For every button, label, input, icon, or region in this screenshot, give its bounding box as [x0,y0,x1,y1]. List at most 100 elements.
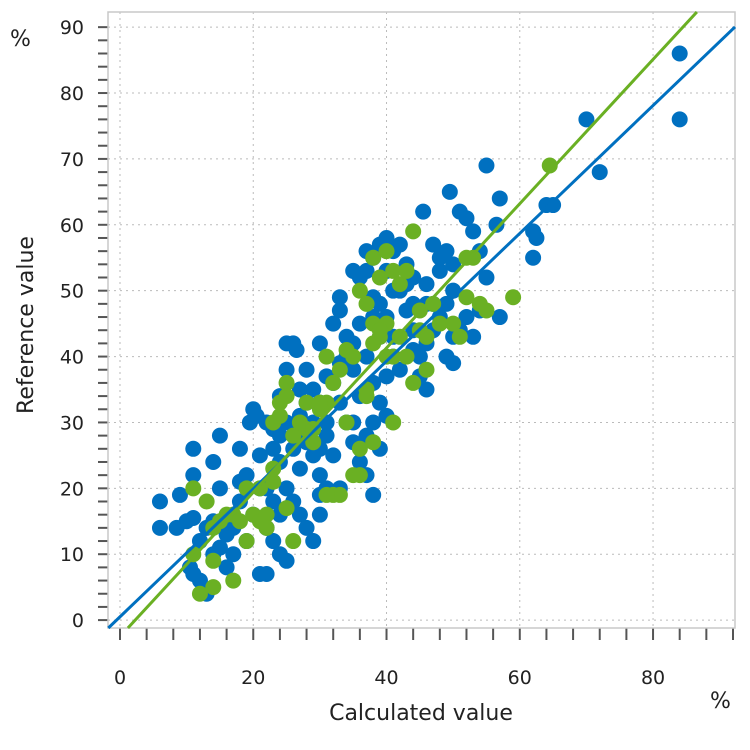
green-data-point [391,328,408,345]
tick-labels: 0 20 40 60 80 0 10 20 30 40 50 60 70 80 90 [60,17,665,689]
green-data-point [405,374,422,391]
blue-data-point [325,315,342,332]
x-tick-label: 80 [641,667,665,689]
y-tick-label: 20 [60,478,84,500]
x-axis-title: Calculated value [329,701,513,726]
blue-data-point [151,493,168,510]
green-data-point [478,302,495,319]
blue-data-point [305,381,322,398]
green-data-point [331,361,348,378]
green-data-point [231,513,248,530]
green-data-point [225,572,242,589]
blue-data-point [251,565,268,582]
blue-data-point [185,467,202,484]
green-data-point [385,262,402,279]
blue-data-point [425,236,442,253]
blue-data-point [365,414,382,431]
blue-data-point [278,480,295,497]
green-data-point [351,440,368,457]
blue-data-point [445,256,462,273]
green-data-point [385,414,402,431]
blue-data-point [391,236,408,253]
green-fit-line [126,10,698,630]
blue-data-point [311,335,328,352]
blue-data-point [318,427,335,444]
green-data-point [345,348,362,365]
green-data-point [265,473,282,490]
blue-data-point [445,355,462,372]
green-data-point [271,407,288,424]
blue-data-point [331,289,348,306]
axis-ticks [98,26,735,640]
green-data-point [185,480,202,497]
blue-data-point [491,309,508,326]
x-unit-label: % [710,689,731,714]
blue-data-point [265,533,282,550]
green-data-point [285,533,302,550]
green-data-point [278,388,295,405]
blue-data-point [488,216,505,233]
green-data-point [185,546,202,563]
y-tick-label: 30 [60,412,84,434]
blue-data-point [171,486,188,503]
blue-data-point [465,223,482,240]
green-data-point [358,295,375,312]
blue-data-point [478,269,495,286]
green-data-point [458,289,475,306]
green-data-point [398,262,415,279]
data-points [151,45,688,602]
blue-data-point [458,309,475,326]
plot-frame [107,11,736,629]
blue-data-point [238,467,255,484]
blue-data-point [291,381,308,398]
green-data-point [365,249,382,266]
green-data-point [338,414,355,431]
blue-data-point [438,243,455,260]
green-data-point [318,486,335,503]
blue-data-point [528,229,545,246]
green-data-point [365,434,382,451]
blue-data-point [265,440,282,457]
blue-data-point [431,262,448,279]
blue-data-point [311,506,328,523]
blue-data-point [151,519,168,536]
green-data-point [418,328,435,345]
green-data-point [405,223,422,240]
green-data-point [285,427,302,444]
green-data-point [325,374,342,391]
blue-data-point [305,533,322,550]
blue-data-point [465,328,482,345]
green-data-point [251,480,268,497]
y-tick-label: 50 [60,281,84,303]
blue-data-point [185,440,202,457]
green-data-point [298,394,315,411]
blue-data-point [278,552,295,569]
blue-data-point [351,453,368,470]
blue-data-point [591,164,608,181]
green-data-point [351,467,368,484]
blue-data-point [671,45,688,62]
blue-data-point [225,546,242,563]
blue-data-point [418,381,435,398]
blue-data-point [345,361,362,378]
green-data-point [418,361,435,378]
blue-data-point [191,572,208,589]
blue-data-point [288,341,305,358]
green-data-point [238,533,255,550]
blue-data-point [351,315,368,332]
blue-data-point [358,348,375,365]
green-data-point [305,434,322,451]
green-data-point [451,328,468,345]
green-data-point [465,249,482,266]
green-data-point [351,282,368,299]
blue-data-point [478,157,495,174]
blue-data-point [291,506,308,523]
blue-data-point [218,559,235,576]
blue-data-point [358,262,375,279]
green-data-point [278,500,295,517]
green-data-point [391,276,408,293]
green-data-point [198,493,215,510]
y-axis-title: Reference value [14,236,39,414]
green-data-point [358,388,375,405]
